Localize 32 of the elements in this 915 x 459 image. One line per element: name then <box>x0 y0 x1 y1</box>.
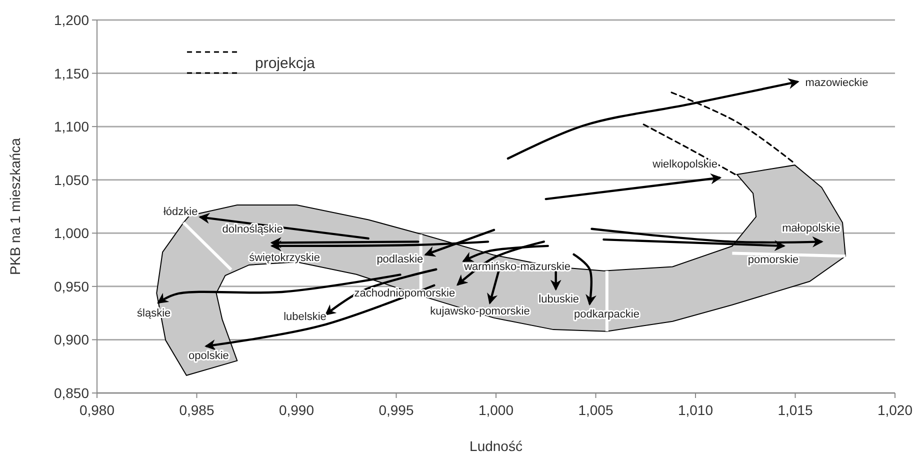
series-label: mazowieckie <box>805 76 868 89</box>
x-tick-label: 0,990 <box>278 402 314 418</box>
series-label: łódzkie <box>163 206 198 218</box>
y-tick-label: 1,150 <box>54 65 90 82</box>
y-tick-label: 1,000 <box>54 225 90 242</box>
x-tick-label: 1,005 <box>578 402 614 418</box>
series-label: świętokrzyskie <box>249 252 320 264</box>
series-label: małopolskie <box>782 222 840 235</box>
x-tick-label: 0,995 <box>378 402 414 418</box>
y-tick-label: 0,850 <box>54 385 90 401</box>
x-tick-label: 1,000 <box>478 402 514 418</box>
series-label: opolskie <box>188 350 229 362</box>
series-label: wielkopolskie <box>652 158 718 171</box>
series-label: lubelskie <box>284 311 326 324</box>
series-label: lubuskie <box>538 294 580 306</box>
series-label: pomorskie <box>748 254 799 266</box>
y-tick-label: 1,200 <box>54 12 90 28</box>
y-tick-label: 0,950 <box>54 278 90 294</box>
x-tick-label: 0,985 <box>179 402 214 418</box>
series-label: podlaskie <box>376 253 424 266</box>
x-axis-title: Ludność <box>470 438 522 454</box>
y-tick-label: 1,100 <box>54 118 90 135</box>
y-tick-label: 1,050 <box>54 172 90 188</box>
y-axis-title: PKB na 1 mieszkańca <box>7 138 23 275</box>
series-label: dolnośląskie <box>222 224 283 236</box>
x-tick-label: 1,010 <box>678 402 714 418</box>
x-tick-label: 1,020 <box>877 402 913 418</box>
legend-label: projekcja <box>255 55 316 72</box>
x-tick-label: 0,980 <box>79 402 115 418</box>
y-tick-label: 0,900 <box>54 332 90 348</box>
series-label: podkarpackie <box>574 308 640 320</box>
x-tick-label: 1,015 <box>778 402 813 418</box>
